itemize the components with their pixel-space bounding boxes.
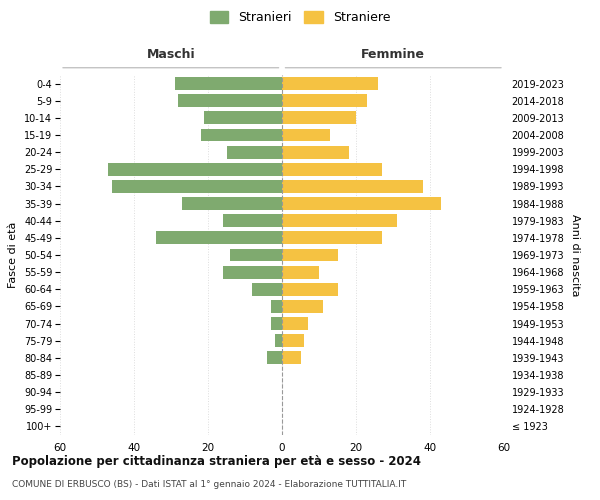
Y-axis label: Fasce di età: Fasce di età xyxy=(8,222,19,288)
Bar xyxy=(282,197,441,210)
Bar xyxy=(282,248,337,262)
Text: Popolazione per cittadinanza straniera per età e sesso - 2024: Popolazione per cittadinanza straniera p… xyxy=(12,455,421,468)
Bar xyxy=(223,266,282,278)
Bar xyxy=(253,283,282,296)
Bar xyxy=(178,94,282,107)
Bar xyxy=(204,112,282,124)
Bar xyxy=(271,300,282,313)
Bar xyxy=(282,163,382,175)
Bar xyxy=(267,352,282,364)
Y-axis label: Anni di nascita: Anni di nascita xyxy=(570,214,580,296)
Bar xyxy=(282,180,422,193)
Bar xyxy=(108,163,282,175)
Bar xyxy=(282,128,330,141)
Bar xyxy=(275,334,282,347)
Bar xyxy=(282,214,397,227)
Bar xyxy=(282,283,337,296)
Bar xyxy=(223,214,282,227)
Bar xyxy=(227,146,282,158)
Bar xyxy=(175,77,282,90)
Bar xyxy=(282,146,349,158)
Bar xyxy=(282,334,304,347)
Legend: Stranieri, Straniere: Stranieri, Straniere xyxy=(209,11,391,24)
Text: COMUNE DI ERBUSCO (BS) - Dati ISTAT al 1° gennaio 2024 - Elaborazione TUTTITALIA: COMUNE DI ERBUSCO (BS) - Dati ISTAT al 1… xyxy=(12,480,406,489)
Bar xyxy=(282,300,323,313)
Text: Femmine: Femmine xyxy=(361,48,425,60)
Bar xyxy=(156,232,282,244)
Bar xyxy=(282,352,301,364)
Bar xyxy=(112,180,282,193)
Bar xyxy=(230,248,282,262)
Bar xyxy=(282,317,308,330)
Bar xyxy=(200,128,282,141)
Text: Maschi: Maschi xyxy=(146,48,196,60)
Bar xyxy=(271,317,282,330)
Bar xyxy=(282,77,378,90)
Bar xyxy=(282,94,367,107)
Bar xyxy=(182,197,282,210)
Bar xyxy=(282,232,382,244)
Bar xyxy=(282,266,319,278)
Bar xyxy=(282,112,356,124)
